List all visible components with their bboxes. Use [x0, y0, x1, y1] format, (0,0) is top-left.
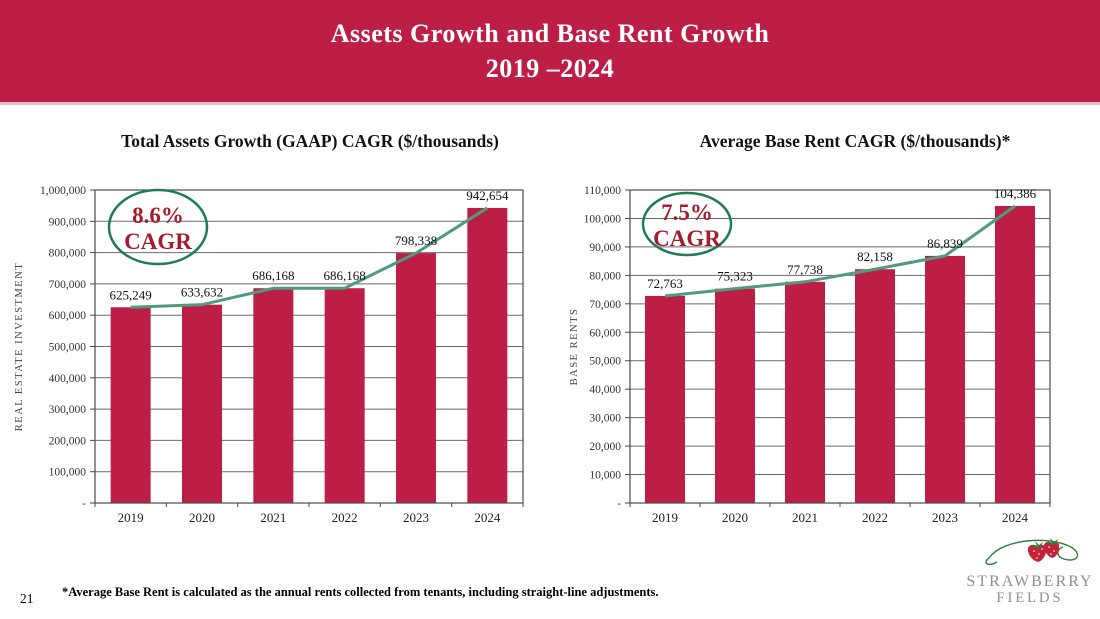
bar-2023	[396, 253, 436, 503]
strawberry-right-leaves	[1046, 538, 1058, 545]
x-tick-label-2020: 2020	[189, 510, 215, 525]
y-tick-label: 100,000	[584, 213, 622, 225]
cagr-percent: 7.5%	[661, 200, 713, 225]
y-tick-label: 600,000	[49, 310, 87, 322]
value-label-2022: 82,158	[857, 249, 893, 264]
y-tick-label: 800,000	[49, 248, 87, 260]
value-label-2020: 75,323	[717, 269, 753, 284]
value-label-2021: 77,738	[787, 262, 823, 277]
y-axis-title: REAL ESTATE INVESTMENT	[14, 262, 25, 431]
y-tick-label: -	[82, 498, 86, 510]
y-tick-label: 80,000	[589, 270, 621, 282]
y-tick-label: 400,000	[49, 373, 87, 385]
logo-text-fields: FIELDS	[996, 590, 1064, 606]
value-label-2019: 625,249	[110, 287, 152, 302]
footnote: *Average Base Rent is calculated as the …	[62, 585, 659, 599]
x-tick-label-2019: 2019	[118, 510, 144, 525]
strawberry-logo-graphic	[985, 538, 1079, 565]
bar-2023	[925, 255, 965, 503]
y-tick-label: 110,000	[584, 185, 621, 197]
x-tick-label-2024: 2024	[474, 510, 501, 525]
value-label-2022: 686,168	[324, 268, 366, 283]
x-tick-label-2024: 2024	[1002, 510, 1029, 525]
logo-text-strawberry: STRAWBERRY	[966, 573, 1094, 590]
x-tick-label-2019: 2019	[652, 510, 678, 525]
bar-2024	[995, 205, 1035, 504]
title-banner: Assets Growth and Base Rent Growth 2019 …	[0, 0, 1100, 105]
trend-line	[130, 206, 489, 309]
cagr-percent: 8.6%	[132, 203, 184, 228]
slide-title-line1: Assets Growth and Base Rent Growth	[330, 19, 770, 48]
value-label-2020: 633,632	[181, 285, 223, 300]
y-tick-label: 200,000	[49, 435, 87, 447]
cagr-oval	[107, 188, 209, 266]
y-tick-label: 300,000	[49, 404, 87, 416]
x-tick-label-2023: 2023	[932, 510, 958, 525]
y-tick-label: 500,000	[49, 342, 87, 354]
total-assets-growth-chart: 1,000,000 900,000 800,000 700,000 600,000 500…	[0, 175, 545, 532]
slide-title-line2: 2019 –2024	[485, 54, 615, 83]
logo-swirl	[988, 539, 1079, 561]
x-tick-label-2022: 2022	[862, 510, 888, 525]
logo-swirl-left	[985, 557, 998, 565]
strawberry-right	[1043, 541, 1060, 558]
strawberry-seeds	[1033, 546, 1055, 559]
x-tick-label-2021: 2021	[260, 510, 286, 525]
average-base-rent-svg: 110,000 100,000 90,000 80,000 70,000 60,000 50…	[569, 185, 1051, 525]
y-tick-label: -	[617, 498, 621, 510]
y-tick-label: 90,000	[589, 242, 621, 254]
y-tick-label: 100,000	[49, 467, 87, 479]
y-tick-label: 50,000	[589, 356, 621, 368]
y-tick-label: 60,000	[589, 327, 621, 339]
strawberry-fields-logo: STRAWBERRY FIELDS	[952, 534, 1100, 606]
cagr-label: CAGR	[653, 226, 721, 251]
y-tick-label: 40,000	[589, 384, 621, 396]
total-assets-growth-svg: 1,000,000 900,000 800,000 700,000 600,000 500…	[14, 185, 524, 525]
y-tick-label: 70,000	[589, 299, 621, 311]
value-label-2024: 942,654	[466, 188, 509, 203]
y-tick-label: 30,000	[589, 413, 621, 425]
average-base-rent-chart: 110,000 100,000 90,000 80,000 70,000 60,000 50…	[555, 175, 1100, 532]
strawberry-left-leaves	[1031, 541, 1043, 548]
x-tick-label-2021: 2021	[792, 510, 818, 525]
y-tick-label: 20,000	[589, 441, 621, 453]
value-label-2023: 798,338	[395, 233, 437, 248]
bar-2022	[855, 269, 895, 503]
y-tick-label: 1,000,000	[40, 185, 86, 197]
bar-2019	[645, 295, 685, 503]
bar-2020	[182, 304, 222, 503]
value-label-2021: 686,168	[252, 268, 294, 283]
value-label-2023: 86,839	[927, 236, 963, 251]
y-tick-label: 900,000	[49, 216, 87, 228]
cagr-label: CAGR	[124, 229, 192, 254]
cagr-oval	[641, 191, 733, 257]
y-axis-title: BASE RENTS	[569, 308, 580, 386]
left-chart-title: Total Assets Growth (GAAP) CAGR ($/thous…	[121, 131, 499, 151]
bar-2020	[715, 288, 755, 503]
y-tick-label: 700,000	[49, 279, 87, 291]
bar-2024	[467, 207, 508, 504]
x-tick-label-2020: 2020	[722, 510, 748, 525]
y-tick-label: 10,000	[589, 470, 621, 482]
x-tick-label-2022: 2022	[332, 510, 358, 525]
x-tick-label-2023: 2023	[403, 510, 429, 525]
bar-2019	[110, 307, 151, 503]
bar-2021	[785, 281, 825, 503]
page-number: 21	[20, 591, 34, 606]
value-label-2024: 104,386	[994, 186, 1037, 201]
bar-2022	[324, 288, 365, 503]
right-chart-title: Average Base Rent CAGR ($/thousands)*	[699, 131, 1011, 151]
bar-2021	[253, 288, 294, 503]
value-label-2019: 72,763	[647, 276, 683, 291]
trend-line	[664, 204, 1016, 298]
